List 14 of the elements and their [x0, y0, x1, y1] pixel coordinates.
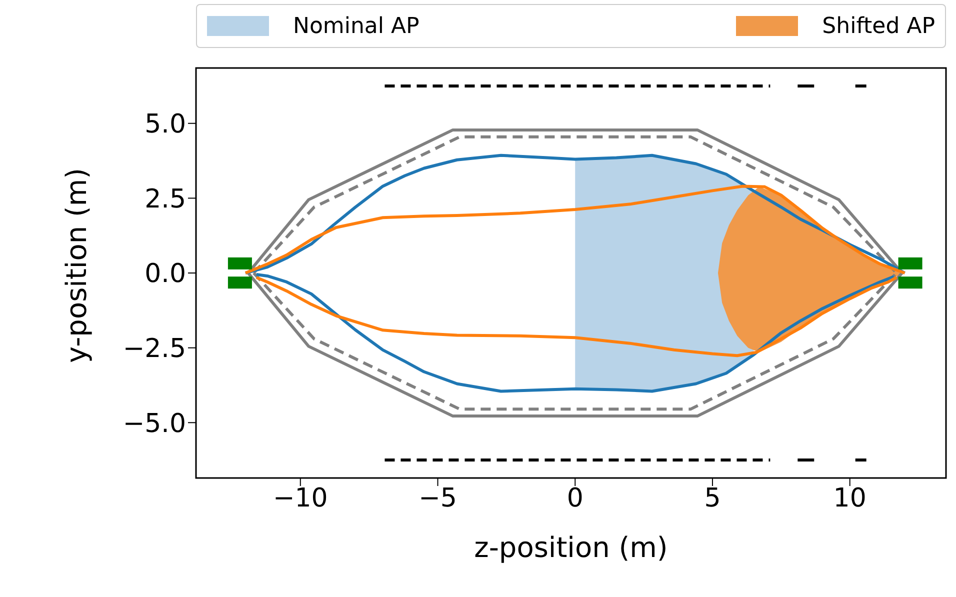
y-tick-label: 0.0	[144, 259, 186, 290]
x-tick-label: 10	[833, 483, 866, 514]
y-tick-label: 5.0	[144, 110, 186, 140]
x-tick-label: 0	[566, 483, 584, 514]
legend-label: Nominal AP	[293, 14, 420, 38]
x-axis-title: z-position (m)	[474, 531, 668, 564]
y-tick-label: −2.5	[122, 334, 186, 364]
x-tick-label: 5	[704, 483, 721, 514]
y-axis-title: y-position (m)	[60, 168, 93, 363]
y-tick-label: 2.5	[144, 184, 186, 214]
y-tick-label: −5.0	[122, 408, 186, 439]
x-tick-label: −10	[272, 483, 328, 514]
x-tick-label: −5	[418, 483, 457, 514]
legend-label: Shifted AP	[822, 14, 935, 38]
